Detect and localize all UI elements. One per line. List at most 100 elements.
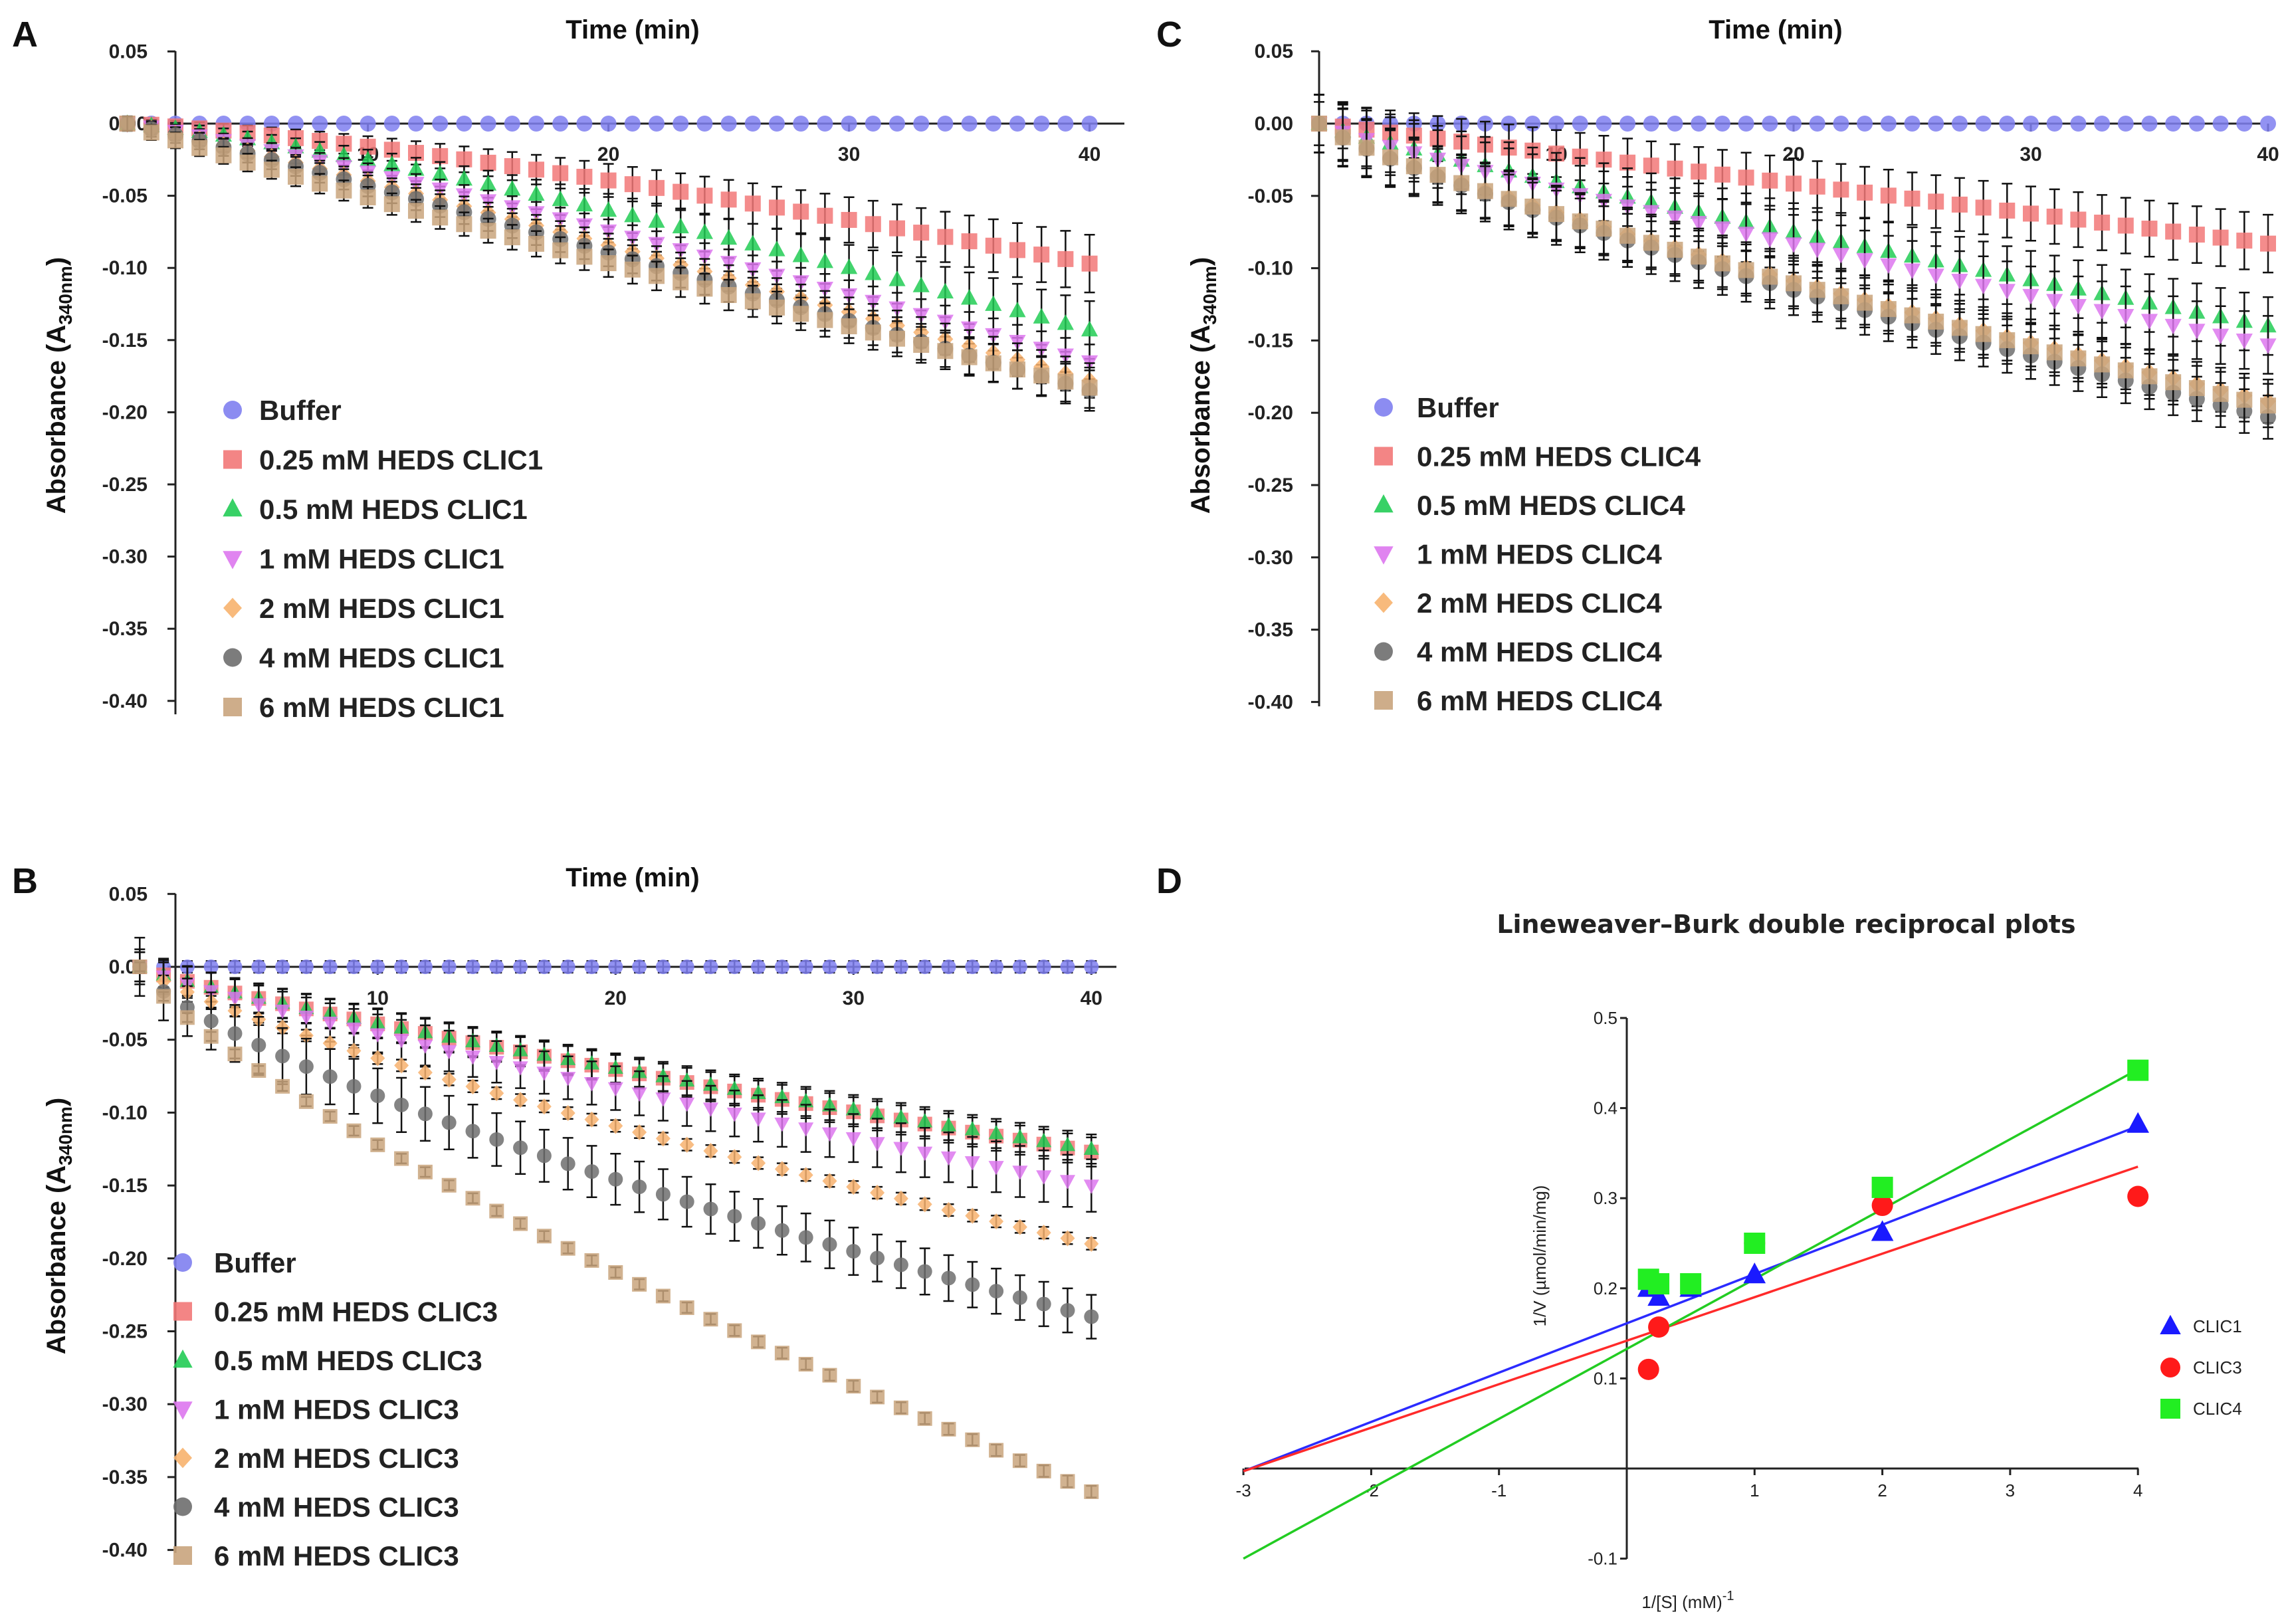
legend-marker-buffer bbox=[223, 401, 242, 419]
data-point bbox=[1057, 116, 1074, 132]
y-tick-label: 0.4 bbox=[1594, 1098, 1617, 1118]
y-tick-label: -0.05 bbox=[102, 185, 148, 207]
data-point bbox=[2165, 116, 2182, 132]
panel-d-y-axis-title: 1/V (µmol/min/mg) bbox=[1530, 1185, 1550, 1327]
data-point bbox=[941, 1270, 956, 1286]
data-point bbox=[600, 255, 617, 272]
legend-label-2-mm-heds-clic1: 2 mM HEDS CLIC1 bbox=[259, 593, 504, 624]
data-point bbox=[227, 960, 243, 974]
data-point bbox=[1857, 184, 1873, 201]
data-point bbox=[1951, 196, 1968, 213]
data-point bbox=[536, 1098, 552, 1115]
data-point bbox=[1928, 116, 1944, 132]
data-point bbox=[584, 1164, 599, 1179]
data-point bbox=[1643, 235, 1659, 251]
data-point bbox=[528, 185, 545, 201]
data-point bbox=[846, 1244, 861, 1259]
data-point bbox=[988, 1125, 1004, 1140]
y-tick-label: -0.15 bbox=[102, 330, 148, 352]
data-point bbox=[227, 1047, 243, 1062]
data-point bbox=[1084, 1484, 1099, 1499]
panel-d-title: Lineweaver–Burk double reciprocal plots bbox=[1497, 910, 2075, 939]
data-point bbox=[2070, 350, 2087, 367]
data-point bbox=[649, 268, 665, 284]
data-point bbox=[1647, 1284, 1670, 1306]
data-point bbox=[456, 216, 472, 233]
data-point bbox=[870, 1251, 885, 1266]
legend-label-6-mm-heds-clic3: 6 mM HEDS CLIC3 bbox=[214, 1540, 459, 1572]
data-point bbox=[1762, 116, 1778, 132]
data-point bbox=[1619, 227, 1636, 244]
data-point bbox=[417, 1164, 433, 1179]
data-point bbox=[298, 960, 314, 974]
panel-b-x-axis-title: Time (min) bbox=[566, 863, 700, 892]
data-point bbox=[1501, 191, 1517, 207]
data-point bbox=[1084, 1235, 1099, 1252]
data-point bbox=[1596, 221, 1612, 237]
data-point bbox=[431, 165, 449, 181]
y-tick-label: 0.2 bbox=[1594, 1278, 1617, 1298]
data-point bbox=[1009, 116, 1025, 132]
data-point bbox=[1714, 221, 1731, 237]
data-point bbox=[649, 179, 665, 196]
data-point bbox=[1382, 149, 1399, 165]
data-point bbox=[1871, 1176, 1893, 1198]
data-point bbox=[985, 355, 1001, 371]
data-point bbox=[937, 229, 954, 245]
data-point bbox=[702, 1102, 719, 1117]
legend-label-0-5-mm-heds-clic3: 0.5 mM HEDS CLIC3 bbox=[214, 1345, 482, 1376]
data-point bbox=[961, 349, 978, 365]
y-tick-label: -0.20 bbox=[102, 1248, 148, 1270]
data-point bbox=[465, 1191, 480, 1206]
data-point bbox=[655, 1130, 671, 1147]
data-point bbox=[2212, 229, 2229, 246]
data-point bbox=[336, 116, 352, 132]
data-point bbox=[143, 124, 159, 141]
x-tick-label: 40 bbox=[2257, 144, 2279, 165]
y-tick-label: -0.1 bbox=[1588, 1549, 1617, 1569]
data-point bbox=[251, 998, 266, 1013]
data-point bbox=[940, 1117, 957, 1132]
data-point bbox=[1738, 169, 1754, 186]
data-point bbox=[1012, 1219, 1027, 1235]
legend-label-0-25-mm-heds-clic1: 0.25 mM HEDS CLIC1 bbox=[259, 445, 543, 476]
data-point bbox=[1998, 284, 2016, 300]
data-point bbox=[1648, 1316, 1670, 1338]
data-point bbox=[1060, 1474, 1075, 1489]
data-point bbox=[865, 216, 881, 233]
data-point bbox=[263, 161, 280, 178]
data-point bbox=[1951, 273, 1968, 290]
data-point bbox=[1060, 1303, 1075, 1318]
data-point bbox=[608, 960, 623, 974]
panel-c-chart: Time (min) Absorbance (A340nm) 0.05 0.00 -… bbox=[1186, 15, 2279, 716]
data-point bbox=[441, 1177, 457, 1193]
data-point bbox=[488, 1056, 504, 1070]
data-point bbox=[1334, 129, 1351, 146]
data-point bbox=[1012, 1166, 1028, 1180]
data-point bbox=[2260, 235, 2276, 252]
data-point bbox=[989, 960, 1004, 974]
data-point bbox=[672, 243, 689, 259]
data-point bbox=[1975, 199, 1992, 216]
data-point bbox=[360, 189, 376, 206]
data-point bbox=[1012, 1129, 1028, 1144]
panel-c-x-axis-title: Time (min) bbox=[1709, 15, 1843, 45]
data-point bbox=[607, 1082, 623, 1097]
data-point bbox=[751, 960, 766, 974]
data-point bbox=[1548, 206, 1564, 223]
data-point bbox=[1548, 116, 1564, 132]
data-point bbox=[346, 960, 362, 974]
data-point bbox=[917, 960, 932, 974]
data-point bbox=[1785, 237, 1802, 253]
y-tick-label: -0.25 bbox=[1248, 474, 1293, 496]
data-point bbox=[275, 1078, 290, 1094]
data-point bbox=[846, 1179, 861, 1195]
data-point bbox=[822, 1237, 837, 1252]
data-point bbox=[2141, 116, 2158, 132]
legend-label-buffer: Buffer bbox=[259, 395, 342, 426]
data-point bbox=[480, 154, 496, 171]
data-point bbox=[576, 169, 593, 185]
data-point bbox=[768, 241, 785, 256]
data-point bbox=[696, 187, 713, 204]
y-tick-label: -0.30 bbox=[102, 1393, 148, 1415]
